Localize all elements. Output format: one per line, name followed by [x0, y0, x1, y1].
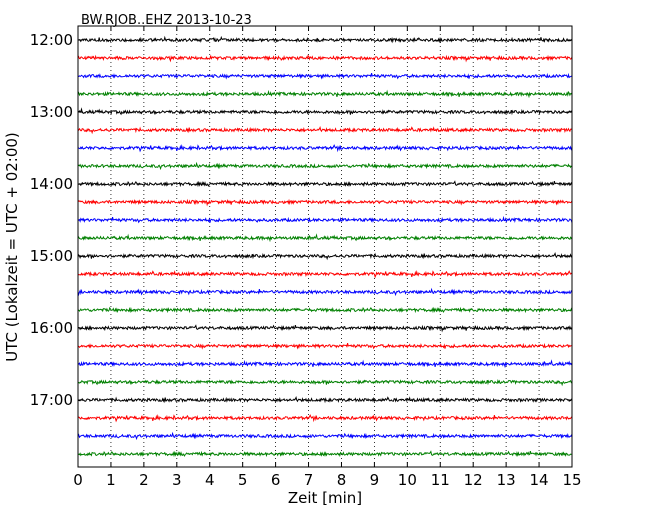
trace-line — [77, 359, 573, 369]
trace-line — [77, 125, 573, 135]
x-tick-label: 15 — [562, 471, 581, 489]
x-tick-label: 0 — [73, 471, 83, 489]
trace-line — [77, 450, 573, 458]
trace-line — [77, 324, 573, 333]
y-tick-label: 14:00 — [30, 175, 73, 193]
y-tick-label: 15:00 — [30, 247, 73, 265]
x-tick-label: 7 — [304, 471, 314, 489]
trace-line — [77, 198, 573, 207]
trace-line — [77, 251, 573, 261]
x-tick-label: 2 — [139, 471, 149, 489]
trace-line — [77, 143, 573, 153]
x-tick-label: 8 — [337, 471, 347, 489]
trace-line — [77, 161, 573, 171]
x-tick-label: 5 — [238, 471, 248, 489]
trace-line — [77, 378, 573, 387]
x-tick-label: 14 — [530, 471, 549, 489]
trace-line — [77, 413, 573, 423]
x-axis-ticks: 0 1 2 3 4 5 6 7 8 9 10 11 12 13 14 15 — [73, 26, 582, 489]
y-tick-label: 17:00 — [30, 391, 73, 409]
x-tick-label: 11 — [431, 471, 450, 489]
y-tick-label: 12:00 — [30, 31, 73, 49]
x-tick-label: 9 — [370, 471, 380, 489]
trace-line — [77, 287, 573, 297]
trace-line — [77, 395, 573, 404]
x-tick-label: 12 — [464, 471, 483, 489]
seismic-traces — [77, 35, 573, 458]
trace-line — [77, 342, 573, 350]
trace-line — [77, 107, 573, 116]
x-tick-label: 10 — [398, 471, 417, 489]
x-tick-label: 3 — [172, 471, 182, 489]
trace-line — [77, 54, 573, 63]
trace-line — [77, 72, 573, 80]
trace-line — [77, 431, 573, 441]
x-tick-label: 6 — [271, 471, 281, 489]
trace-line — [77, 269, 573, 279]
trace-line — [77, 233, 573, 243]
grid-lines — [110, 26, 540, 467]
trace-line — [77, 306, 573, 314]
chart-title: BW.RJOB..EHZ 2013-10-23 — [81, 13, 252, 28]
y-axis-ticks: 12:00 13:00 14:00 15:00 16:00 17:00 — [30, 31, 572, 409]
x-tick-label: 1 — [106, 471, 116, 489]
trace-line — [78, 35, 573, 44]
x-tick-label: 4 — [205, 471, 215, 489]
x-tick-label: 13 — [497, 471, 516, 489]
trace-line — [77, 180, 573, 188]
trace-line — [77, 89, 573, 99]
y-tick-label: 16:00 — [30, 319, 73, 337]
plot-frame — [77, 25, 573, 468]
y-tick-label: 13:00 — [30, 103, 73, 121]
x-axis-label: Zeit [min] — [288, 489, 362, 507]
trace-line — [77, 215, 573, 224]
y-axis-label: UTC (Lokalzeit = UTC + 02:00) — [3, 132, 21, 362]
